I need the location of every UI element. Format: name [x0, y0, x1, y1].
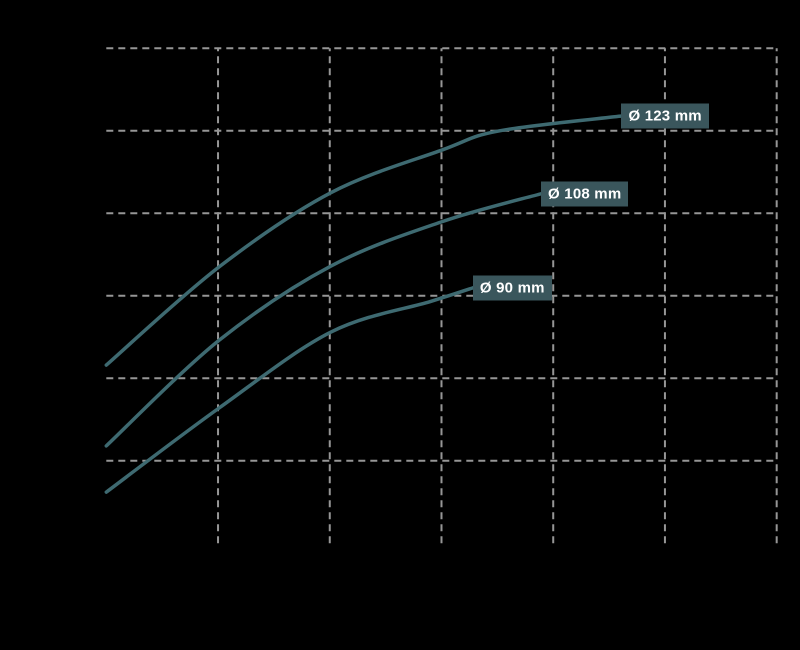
series-curve-diameter-123: [104, 114, 625, 367]
series-curve-diameter-108: [104, 191, 544, 448]
series-label-diameter-108: Ø 108 mm: [541, 181, 629, 206]
series-curve-diameter-90: [104, 285, 476, 494]
series-label-diameter-123: Ø 123 mm: [621, 103, 709, 129]
series-label-diameter-90: Ø 90 mm: [472, 275, 552, 301]
